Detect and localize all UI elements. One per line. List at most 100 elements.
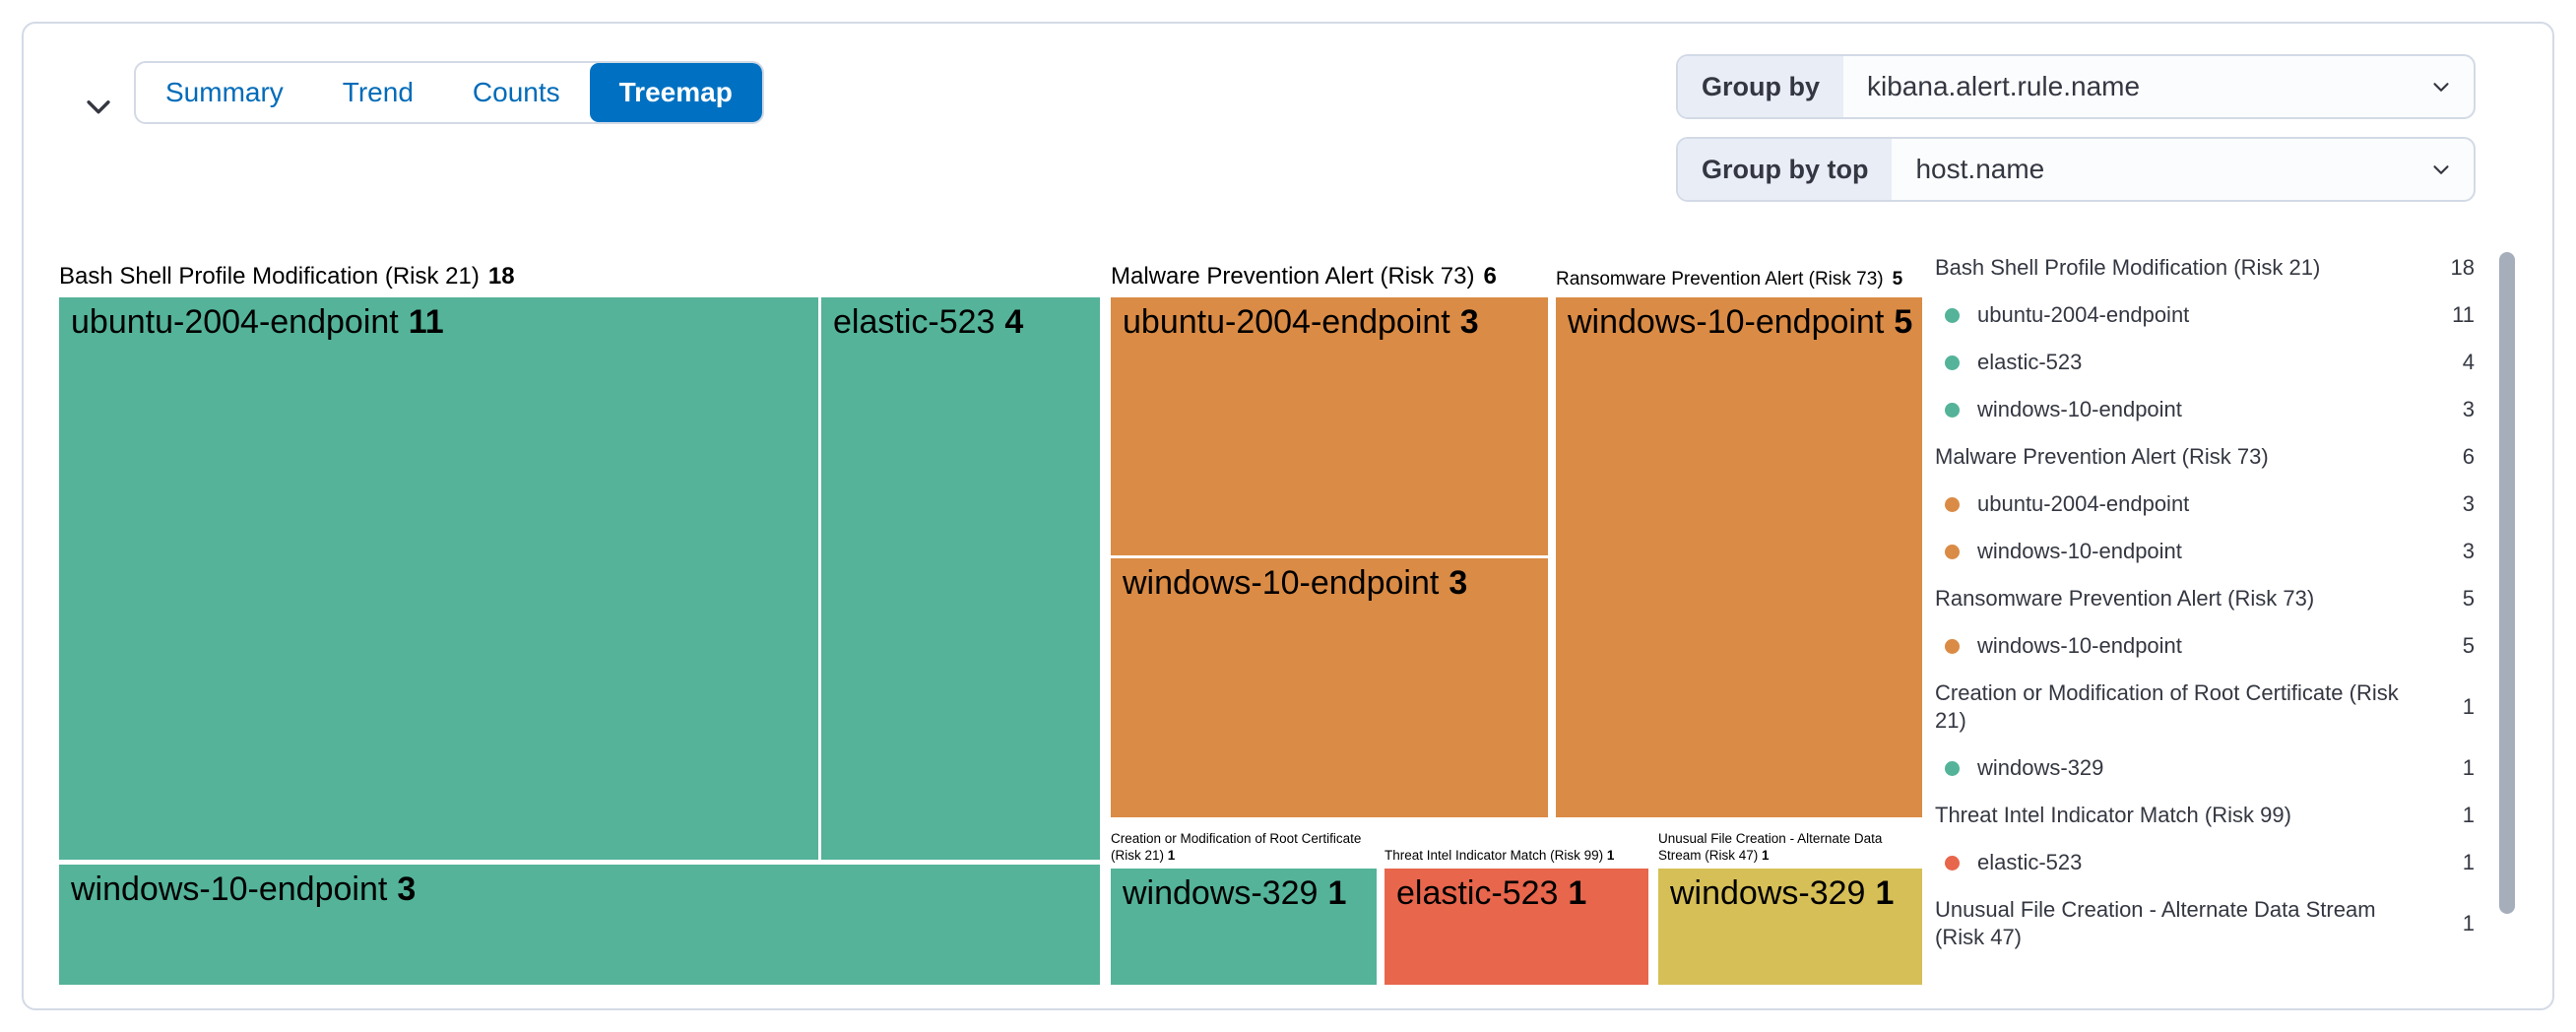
legend-row-host[interactable]: windows-10-endpoint 3 xyxy=(1935,386,2475,433)
legend-label: Creation or Modification of Root Certifi… xyxy=(1935,680,2399,733)
cell-count: 1 xyxy=(1327,874,1347,912)
group-count: 1 xyxy=(1606,848,1615,864)
collapse-panel-button[interactable] xyxy=(71,79,126,134)
view-tabs: Summary Trend Counts Treemap xyxy=(134,61,764,124)
legend-dot xyxy=(1945,760,1960,776)
cell-count: 11 xyxy=(408,303,444,341)
cell-count: 1 xyxy=(1568,874,1587,912)
treemap-group-bash-shell: Bash Shell Profile Modification (Risk 21… xyxy=(59,258,1100,985)
legend-row-host[interactable]: elastic-523 1 xyxy=(1935,839,2475,886)
legend-row-host[interactable]: ubuntu-2004-endpoint 11 xyxy=(1935,291,2475,339)
legend-count: 11 xyxy=(2452,302,2475,327)
legend-label: windows-10-endpoint xyxy=(1977,633,2182,658)
legend-dot xyxy=(1945,544,1960,559)
tab-trend[interactable]: Trend xyxy=(313,63,443,122)
group-name: Malware Prevention Alert (Risk 73) xyxy=(1111,263,1475,290)
group-count: 1 xyxy=(1762,848,1770,864)
cell-name: windows-10-endpoint xyxy=(1123,564,1440,602)
treemap-group-unusual-file-creation: Unusual File Creation - Alternate Data S… xyxy=(1658,823,1922,985)
group-name: Bash Shell Profile Modification (Risk 21… xyxy=(59,263,480,290)
group-by-top-value: host.name xyxy=(1915,154,2045,184)
group-by-top-select[interactable]: Group by top host.name xyxy=(1676,137,2476,202)
legend-row-rule[interactable]: Creation or Modification of Root Certifi… xyxy=(1935,670,2475,744)
legend-dot xyxy=(1945,355,1960,370)
cell-count: 1 xyxy=(1875,874,1895,912)
legend-label: Malware Prevention Alert (Risk 73) xyxy=(1935,444,2269,469)
treemap-cell-windows-329[interactable]: windows-329 1 xyxy=(1658,869,1922,985)
cell-count: 5 xyxy=(1894,303,1913,341)
tab-summary[interactable]: Summary xyxy=(136,63,313,122)
tab-counts[interactable]: Counts xyxy=(443,63,590,122)
legend-count: 1 xyxy=(2462,850,2475,874)
legend-label: windows-10-endpoint xyxy=(1977,397,2182,421)
treemap-group-header: Bash Shell Profile Modification (Risk 21… xyxy=(59,258,1100,297)
cell-count: 3 xyxy=(1449,564,1468,602)
legend-row-host[interactable]: windows-10-endpoint 5 xyxy=(1935,622,2475,670)
cell-name: ubuntu-2004-endpoint xyxy=(71,303,399,341)
legend-count: 18 xyxy=(2450,255,2475,280)
cell-name: elastic-523 xyxy=(833,303,996,341)
legend-label: windows-10-endpoint xyxy=(1977,539,2182,563)
cell-count: 3 xyxy=(397,871,417,908)
group-by-select[interactable]: Group by kibana.alert.rule.name xyxy=(1676,54,2476,119)
treemap-cell-elastic-523[interactable]: elastic-523 1 xyxy=(1385,869,1648,985)
cell-name: windows-10-endpoint xyxy=(1568,303,1885,341)
legend-label: windows-329 xyxy=(1977,755,2104,780)
legend-row-rule[interactable]: Bash Shell Profile Modification (Risk 21… xyxy=(1935,244,2475,291)
cell-name: windows-329 xyxy=(1670,874,1866,912)
legend-label: elastic-523 xyxy=(1977,350,2083,374)
legend-label: Ransomware Prevention Alert (Risk 73) xyxy=(1935,586,2315,611)
group-by-label: Group by xyxy=(1678,56,1843,117)
legend-row-rule[interactable]: Threat Intel Indicator Match (Risk 99) 1 xyxy=(1935,792,2475,839)
legend-label: elastic-523 xyxy=(1977,850,2083,874)
chevron-down-icon xyxy=(2428,139,2474,200)
legend-count: 5 xyxy=(2462,586,2475,611)
legend-row-host[interactable]: windows-10-endpoint 3 xyxy=(1935,528,2475,575)
legend-row-rule[interactable]: Malware Prevention Alert (Risk 73) 6 xyxy=(1935,433,2475,481)
legend-count: 1 xyxy=(2462,911,2475,935)
treemap-group-malware-prevention: Malware Prevention Alert (Risk 73) 6 ubu… xyxy=(1111,258,1548,817)
treemap-group-header: Ransomware Prevention Alert (Risk 73) 5 xyxy=(1556,258,1922,297)
group-name: Creation or Modification of Root Certifi… xyxy=(1111,830,1362,864)
treemap-group-header: Threat Intel Indicator Match (Risk 99) 1 xyxy=(1385,823,1648,869)
legend-row-rule[interactable]: Unusual File Creation - Alternate Data S… xyxy=(1935,886,2475,961)
tab-treemap[interactable]: Treemap xyxy=(589,63,762,122)
group-name: Unusual File Creation - Alternate Data S… xyxy=(1658,830,1883,864)
legend-row-rule[interactable]: Ransomware Prevention Alert (Risk 73) 5 xyxy=(1935,575,2475,622)
treemap-group-root-certificate: Creation or Modification of Root Certifi… xyxy=(1111,823,1377,985)
treemap-group-header: Malware Prevention Alert (Risk 73) 6 xyxy=(1111,258,1548,297)
legend-row-host[interactable]: ubuntu-2004-endpoint 3 xyxy=(1935,481,2475,528)
treemap-cell-elastic-523[interactable]: elastic-523 4 xyxy=(821,297,1100,860)
group-count: 1 xyxy=(1167,848,1176,864)
legend-dot xyxy=(1945,638,1960,654)
treemap-cell-windows-10-endpoint[interactable]: windows-10-endpoint 5 xyxy=(1556,297,1922,817)
treemap-group-header: Unusual File Creation - Alternate Data S… xyxy=(1658,823,1922,869)
legend-dot xyxy=(1945,496,1960,512)
legend-count: 6 xyxy=(2462,444,2475,469)
legend-dot xyxy=(1945,855,1960,871)
legend-row-host[interactable]: elastic-523 4 xyxy=(1935,339,2475,386)
treemap-cell-ubuntu-2004-endpoint[interactable]: ubuntu-2004-endpoint 3 xyxy=(1111,297,1548,555)
chevron-down-icon xyxy=(87,100,110,114)
treemap-cell-windows-10-endpoint[interactable]: windows-10-endpoint 3 xyxy=(59,865,1100,985)
legend-count: 3 xyxy=(2462,539,2475,563)
group-count: 18 xyxy=(487,263,515,290)
legend-count: 3 xyxy=(2462,397,2475,421)
treemap-cell-windows-329[interactable]: windows-329 1 xyxy=(1111,869,1377,985)
treemap-group-header: Creation or Modification of Root Certifi… xyxy=(1111,823,1377,869)
group-count: 6 xyxy=(1483,263,1497,290)
legend-count: 4 xyxy=(2462,350,2475,374)
legend-count: 3 xyxy=(2462,491,2475,516)
treemap-cell-windows-10-endpoint[interactable]: windows-10-endpoint 3 xyxy=(1111,558,1548,817)
legend-label: ubuntu-2004-endpoint xyxy=(1977,491,2190,516)
legend-row-host[interactable]: windows-329 1 xyxy=(1935,744,2475,792)
treemap-cell-ubuntu-2004-endpoint[interactable]: ubuntu-2004-endpoint 11 xyxy=(59,297,818,860)
legend-dot xyxy=(1945,307,1960,323)
treemap-group-ransomware-prevention: Ransomware Prevention Alert (Risk 73) 5 … xyxy=(1556,258,1922,817)
cell-name: ubuntu-2004-endpoint xyxy=(1123,303,1450,341)
legend-scrollbar-thumb[interactable] xyxy=(2499,252,2515,914)
legend-label: Bash Shell Profile Modification (Risk 21… xyxy=(1935,255,2321,280)
chevron-down-icon xyxy=(2428,56,2474,117)
group-name: Threat Intel Indicator Match (Risk 99) xyxy=(1385,848,1604,864)
